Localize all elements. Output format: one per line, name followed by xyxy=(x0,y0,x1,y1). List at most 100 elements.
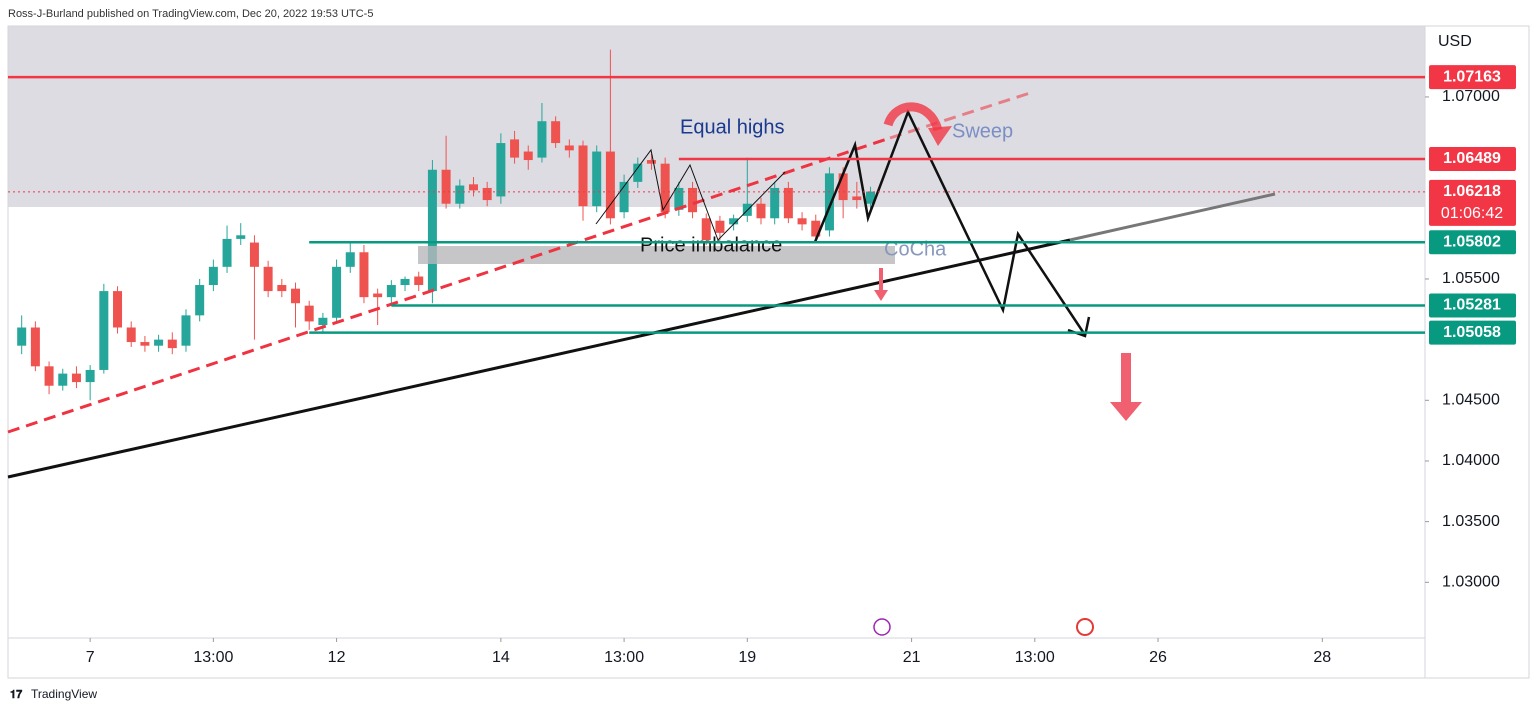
x-tick-label: 28 xyxy=(1313,649,1331,666)
candle-body xyxy=(510,139,520,158)
candle-body xyxy=(824,173,834,231)
candle-body xyxy=(126,327,136,343)
countdown: 01:06:42 xyxy=(1441,205,1503,222)
y-tick-label: 1.04500 xyxy=(1442,392,1500,409)
down-arrow-small-head xyxy=(874,290,888,301)
candle-body xyxy=(249,242,259,267)
candle-body xyxy=(578,145,588,207)
footer: TradingView xyxy=(31,687,97,701)
candle-body xyxy=(468,184,478,191)
candle-body xyxy=(811,220,821,237)
candle-body xyxy=(756,203,766,219)
candle-body xyxy=(58,373,68,386)
price-label: 1.07163 xyxy=(1443,68,1501,85)
candle-body xyxy=(85,369,95,383)
price-label-box xyxy=(1429,146,1516,171)
candle-body xyxy=(222,238,232,267)
x-tick-label: 13:00 xyxy=(193,649,233,666)
dashed-trendline-ext xyxy=(889,91,1031,140)
candle-body xyxy=(715,220,725,233)
shaded-zone xyxy=(8,26,1425,207)
candle-body xyxy=(154,339,164,346)
candle-body xyxy=(44,366,54,386)
y-tick-label: 1.04000 xyxy=(1442,452,1500,469)
candle-body xyxy=(195,285,205,316)
candle-body xyxy=(633,163,643,182)
sweep-arrow-head xyxy=(928,126,952,146)
candle-body xyxy=(386,285,396,298)
candle-body xyxy=(345,252,355,267)
candle-body xyxy=(291,288,301,304)
candle-body xyxy=(414,276,424,286)
candle-body xyxy=(99,291,109,370)
trendline xyxy=(7,238,1071,479)
candle-body xyxy=(332,266,342,318)
x-tick-label: 26 xyxy=(1149,649,1167,666)
plot xyxy=(17,49,876,401)
annotation: CoCha xyxy=(884,238,947,260)
candle-body xyxy=(838,173,848,201)
candle-body xyxy=(17,327,27,346)
annotation: Price imbalance xyxy=(640,234,782,256)
x-tick-label: 14 xyxy=(492,649,510,666)
y-tick-label: 1.05500 xyxy=(1442,270,1500,287)
candle-body xyxy=(304,305,314,322)
candle-body xyxy=(113,291,123,328)
down-arrow xyxy=(1121,353,1131,403)
candle-body xyxy=(619,181,629,213)
imbalance-zone xyxy=(418,246,895,264)
candle-body xyxy=(455,185,465,204)
candle-body xyxy=(564,145,574,151)
x-tick-label: 13:00 xyxy=(604,649,644,666)
event-icon[interactable] xyxy=(1076,618,1094,636)
price-label-box xyxy=(1429,293,1516,318)
price-label: 1.06489 xyxy=(1443,150,1501,167)
trendline-ext xyxy=(1069,192,1276,242)
candle-body xyxy=(427,169,437,292)
price-label: 1.05281 xyxy=(1443,297,1501,314)
candle-body xyxy=(181,315,191,346)
candle-body xyxy=(646,160,656,164)
candle-body xyxy=(482,187,492,201)
candle-body xyxy=(551,121,561,144)
thin-zigzag xyxy=(595,148,786,241)
price-label: 1.05058 xyxy=(1443,324,1501,341)
candle-body xyxy=(523,151,533,161)
annotation: Sweep xyxy=(952,120,1013,142)
price-label: 1.05802 xyxy=(1443,234,1501,251)
y-tick-label: 1.07000 xyxy=(1442,88,1500,105)
down-arrow-head xyxy=(1110,402,1142,421)
candle-body xyxy=(318,317,328,326)
candle-body xyxy=(660,163,670,213)
candle-body xyxy=(277,285,287,292)
x-tick-label: 21 xyxy=(903,649,921,666)
candle-body xyxy=(400,278,410,286)
candle-body xyxy=(592,151,602,207)
price-label-box xyxy=(1429,320,1516,345)
y-tick-label: 1.03000 xyxy=(1442,574,1500,591)
event-icon[interactable] xyxy=(873,618,891,636)
x-tick-label: 7 xyxy=(86,649,95,666)
candle-body xyxy=(71,373,81,383)
candle-body xyxy=(441,169,451,204)
candle-body xyxy=(783,187,793,219)
candle-body xyxy=(674,187,684,210)
price-label: 1.06218 xyxy=(1443,183,1501,200)
candle-body xyxy=(140,342,150,346)
candle-body xyxy=(701,218,711,241)
candle-body xyxy=(605,151,615,219)
header: Ross-J-Burland published on TradingView.… xyxy=(8,8,373,20)
candle-body xyxy=(263,266,273,292)
candle-body xyxy=(373,293,383,298)
candle-body xyxy=(359,252,369,298)
projection-path xyxy=(813,108,1087,336)
price-label-box xyxy=(1429,179,1516,226)
drawings xyxy=(7,91,1276,636)
candle-body xyxy=(236,235,246,239)
dashed-trendline xyxy=(7,136,891,434)
y-tick-label: 1.03500 xyxy=(1442,513,1500,530)
candle-body xyxy=(866,191,876,204)
candle-body xyxy=(729,218,739,225)
frame xyxy=(7,25,1530,679)
